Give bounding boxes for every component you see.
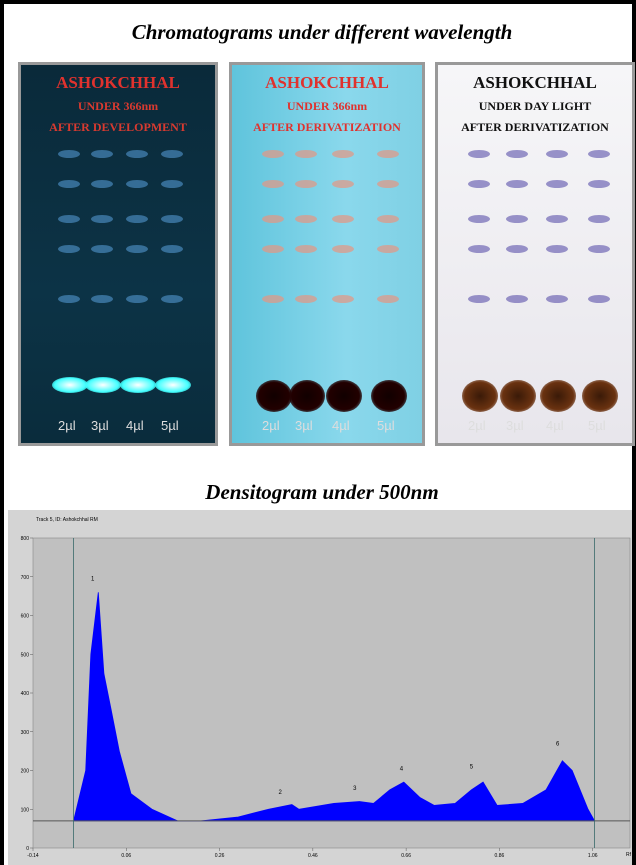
x-tick-label: 0.66 [401,853,411,859]
y-tick-label: 400 [21,691,30,697]
x-tick-label: 1.06 [588,853,598,859]
x-tick-label: -0.14 [27,853,39,859]
x-axis-label: Rf [626,852,632,858]
x-tick-label: 0.46 [308,853,318,859]
y-tick-label: 800 [21,536,30,542]
chart-subtitle: Track 5, ID: Ashokchhal RM [36,517,98,523]
x-tick-label: 0.86 [495,853,505,859]
x-tick-label: 0.06 [121,853,131,859]
y-tick-label: 0 [26,846,29,852]
y-tick-label: 100 [21,807,30,813]
y-tick-label: 200 [21,769,30,775]
y-tick-label: 500 [21,652,30,658]
y-tick-label: 700 [21,575,30,581]
y-tick-label: 300 [21,730,30,736]
x-tick-label: 0.26 [215,853,225,859]
densitogram-chart: Track 5, ID: Ashokchhal RM Rf 0 100 200 300 40… [0,0,636,865]
y-tick-label: 600 [21,614,30,620]
